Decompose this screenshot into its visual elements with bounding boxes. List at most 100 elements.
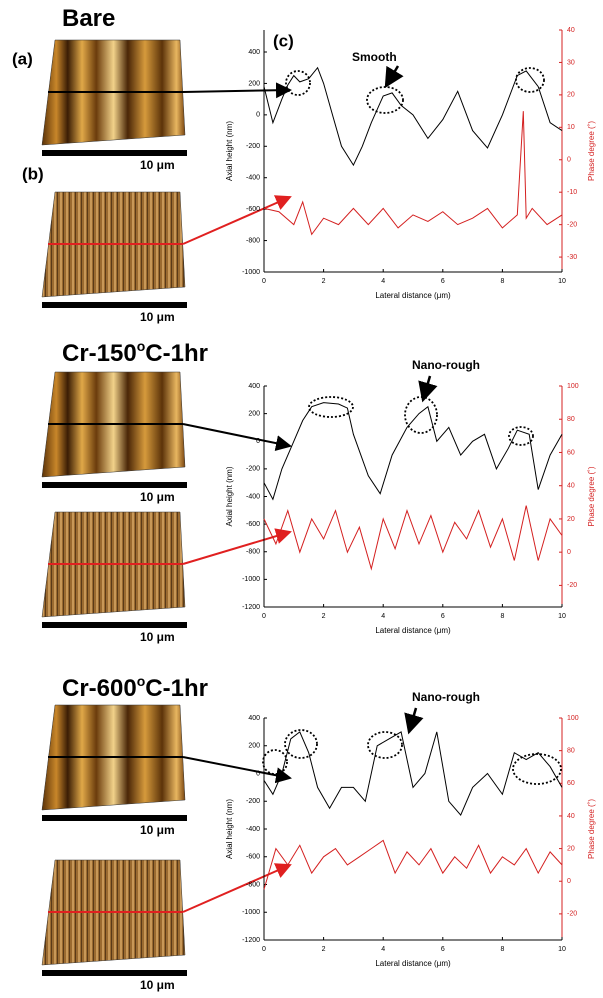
scale-bar: [42, 970, 187, 976]
scale-label: 10 μm: [140, 310, 175, 324]
x-tick-label: 2: [322, 613, 326, 620]
scale-label: 10 μm: [140, 823, 175, 837]
y-tick-label: 0: [256, 438, 260, 445]
y2-tick-label: 20: [567, 92, 575, 99]
y-tick-label: -1200: [242, 604, 260, 611]
heading-part: o: [137, 673, 146, 689]
x-tick-label: 0: [262, 613, 266, 620]
y-tick-label: 0: [256, 770, 260, 777]
y2-tick-label: 40: [567, 813, 575, 820]
x-tick-label: 10: [558, 278, 566, 285]
data-line: [264, 111, 562, 234]
x-tick-label: 2: [322, 278, 326, 285]
y2-tick-label: -20: [567, 911, 577, 918]
x-tick-label: 6: [441, 613, 445, 620]
annotation-arrow: [386, 66, 398, 86]
scale-bar: [42, 815, 187, 821]
y2-tick-label: 0: [567, 878, 571, 885]
highlight-ellipse: [368, 732, 402, 758]
y2-tick-label: 60: [567, 449, 575, 456]
heading-part: C-1hr: [145, 340, 208, 367]
x-tick-label: 4: [381, 278, 385, 285]
y-tick-label: -1000: [242, 269, 260, 276]
y2-tick-label: 80: [567, 416, 575, 423]
y-tick-label: -400: [246, 826, 260, 833]
y2-tick-label: 40: [567, 483, 575, 490]
highlight-ellipse: [405, 397, 437, 433]
data-line: [264, 506, 562, 569]
x-tick-label: 4: [381, 613, 385, 620]
annotation: Nano-rough: [412, 690, 480, 704]
y2-tick-label: -10: [567, 189, 577, 196]
y-tick-label: -200: [246, 798, 260, 805]
y2-tick-label: 20: [567, 845, 575, 852]
y2-tick-label: 100: [567, 715, 579, 722]
y-tick-label: 200: [248, 80, 260, 87]
heading-part: Cr-600: [62, 675, 137, 702]
y-tick-label: 400: [248, 49, 260, 56]
y2-tick-label: 40: [567, 27, 575, 34]
scale-bar: [42, 622, 187, 628]
profile-arrow: [183, 865, 290, 912]
y2-tick-label: 20: [567, 516, 575, 523]
x-tick-label: 8: [500, 946, 504, 953]
highlight-ellipse: [513, 754, 561, 784]
y-tick-label: -1000: [242, 909, 260, 916]
y2-tick-label: -20: [567, 221, 577, 228]
y-tick-label: 400: [248, 383, 260, 390]
y-tick-label: 200: [248, 410, 260, 417]
panel-label: (a): [12, 49, 33, 68]
highlight-ellipse: [516, 68, 544, 92]
panel-label: (c): [273, 31, 294, 50]
scale-label: 10 μm: [140, 490, 175, 504]
y2-tick-label: -30: [567, 254, 577, 261]
y-tick-label: -600: [246, 206, 260, 213]
scale-label: 10 μm: [140, 158, 175, 172]
profile-arrow: [183, 197, 290, 244]
annotation-arrow: [423, 376, 430, 400]
y2-axis-title: Phase degree (˚): [587, 121, 596, 181]
y-tick-label: 400: [248, 715, 260, 722]
y2-tick-label: 30: [567, 59, 575, 66]
y-tick-label: -600: [246, 521, 260, 528]
y-tick-label: -800: [246, 881, 260, 888]
highlight-ellipse: [263, 750, 287, 774]
panel-label: (b): [22, 164, 44, 183]
annotation-arrow: [409, 708, 416, 732]
section-heading: Cr-600oC-1hr: [62, 673, 208, 703]
y2-tick-label: 80: [567, 747, 575, 754]
annotation: Smooth: [352, 50, 397, 64]
y-tick-label: -1200: [242, 937, 260, 944]
annotation: Nano-rough: [412, 358, 480, 372]
profile-arrow: [183, 424, 290, 446]
x-tick-label: 2: [322, 946, 326, 953]
heading-part: o: [137, 338, 146, 354]
x-axis-title: Lateral distance (μm): [375, 291, 451, 300]
y2-axis-title: Phase degree (˚): [587, 799, 596, 859]
x-axis-title: Lateral distance (μm): [375, 626, 451, 635]
scale-bar: [42, 482, 187, 488]
x-tick-label: 10: [558, 946, 566, 953]
x-tick-label: 8: [500, 278, 504, 285]
y-tick-label: -200: [246, 143, 260, 150]
scale-label: 10 μm: [140, 978, 175, 992]
scale-bar: [42, 150, 187, 156]
y-axis-title: Axial height (nm): [225, 121, 234, 181]
y-tick-label: -400: [246, 493, 260, 500]
x-tick-label: 10: [558, 613, 566, 620]
highlight-ellipse: [309, 397, 353, 417]
y2-tick-label: 60: [567, 780, 575, 787]
heading-part: Bare: [62, 5, 115, 32]
x-tick-label: 4: [381, 946, 385, 953]
y2-tick-label: -20: [567, 582, 577, 589]
data-line: [264, 68, 562, 165]
y-tick-label: -600: [246, 854, 260, 861]
data-line: [264, 403, 562, 500]
y-axis-title: Axial height (nm): [225, 799, 234, 859]
y2-axis-title: Phase degree (˚): [587, 466, 596, 526]
y-tick-label: -800: [246, 237, 260, 244]
profile-arrow: [183, 757, 290, 778]
y-tick-label: -200: [246, 466, 260, 473]
y-tick-label: -1000: [242, 576, 260, 583]
section-heading: Cr-150oC-1hr: [62, 338, 208, 368]
